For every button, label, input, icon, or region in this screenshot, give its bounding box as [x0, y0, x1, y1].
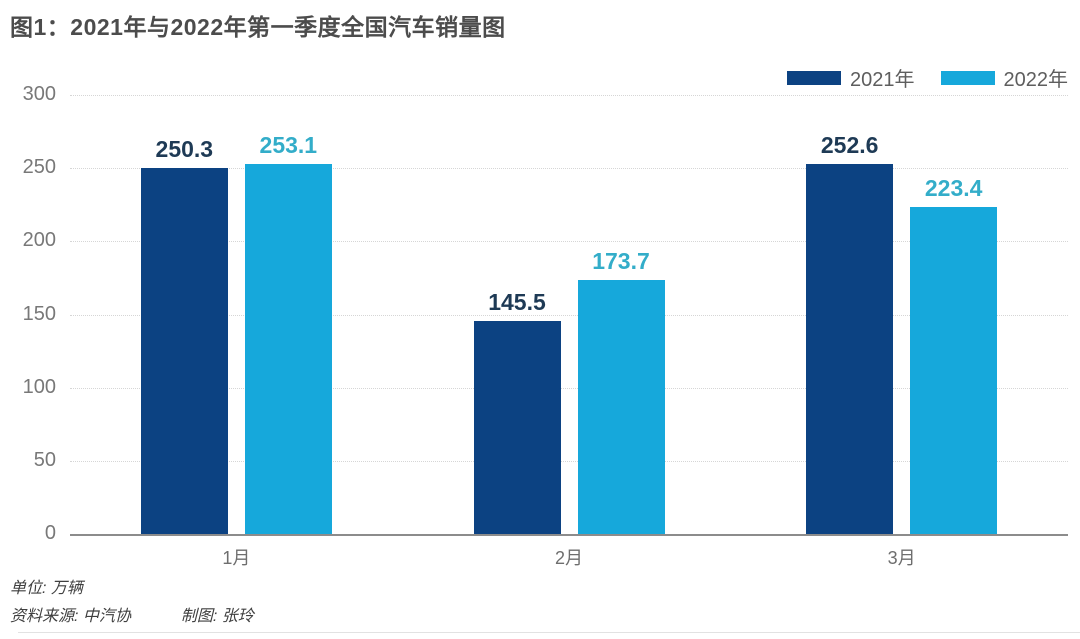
x-axis-line	[70, 534, 1068, 536]
legend-item: 2021年	[787, 63, 915, 92]
chart-title: 图1：2021年与2022年第一季度全国汽车销量图	[10, 14, 506, 40]
source-line: 资料来源: 中汽协 制图: 张玲	[10, 602, 254, 626]
source-note: 资料来源: 中汽协	[10, 608, 131, 625]
unit-note: 单位: 万辆	[10, 580, 83, 597]
bar-series-0	[140, 167, 228, 534]
x-tick-label: 2月	[554, 548, 583, 568]
x-tick-label: 3月	[887, 548, 916, 568]
value-label: 173.7	[592, 247, 650, 274]
author-note: 制图: 张玲	[180, 608, 254, 625]
value-label: 250.3	[155, 135, 214, 162]
legend-swatch	[787, 70, 841, 85]
gridline	[70, 241, 1068, 243]
value-label: 145.5	[488, 289, 546, 316]
bar-series-1	[244, 163, 332, 534]
gridline	[70, 387, 1068, 389]
gridline	[70, 314, 1068, 316]
value-label: 253.1	[259, 131, 318, 158]
bottom-divider	[18, 632, 1080, 633]
bar-series-1	[910, 207, 998, 534]
y-tick-label: 200	[22, 229, 56, 252]
value-label: 252.6	[820, 132, 879, 159]
y-tick-label: 100	[22, 375, 56, 398]
value-label: 223.4	[924, 175, 983, 202]
gridline	[70, 460, 1068, 462]
legend-swatch	[940, 70, 995, 85]
gridline	[70, 95, 1068, 96]
y-tick-label: 50	[33, 448, 56, 471]
bar-series-1	[577, 279, 665, 534]
legend: 2021年 2022年	[787, 63, 1068, 92]
y-tick-label: 250	[22, 156, 56, 179]
legend-label: 2022年	[1003, 69, 1069, 91]
legend-item: 2022年	[940, 63, 1069, 92]
bar-series-0	[806, 164, 894, 534]
y-tick-label: 0	[44, 522, 56, 544]
x-tick-label: 1月	[222, 548, 251, 568]
y-tick-label: 300	[22, 83, 56, 105]
legend-label: 2021年	[850, 69, 915, 91]
gridline	[70, 168, 1068, 170]
bar-series-0	[473, 321, 561, 534]
y-tick-label: 150	[22, 302, 56, 325]
